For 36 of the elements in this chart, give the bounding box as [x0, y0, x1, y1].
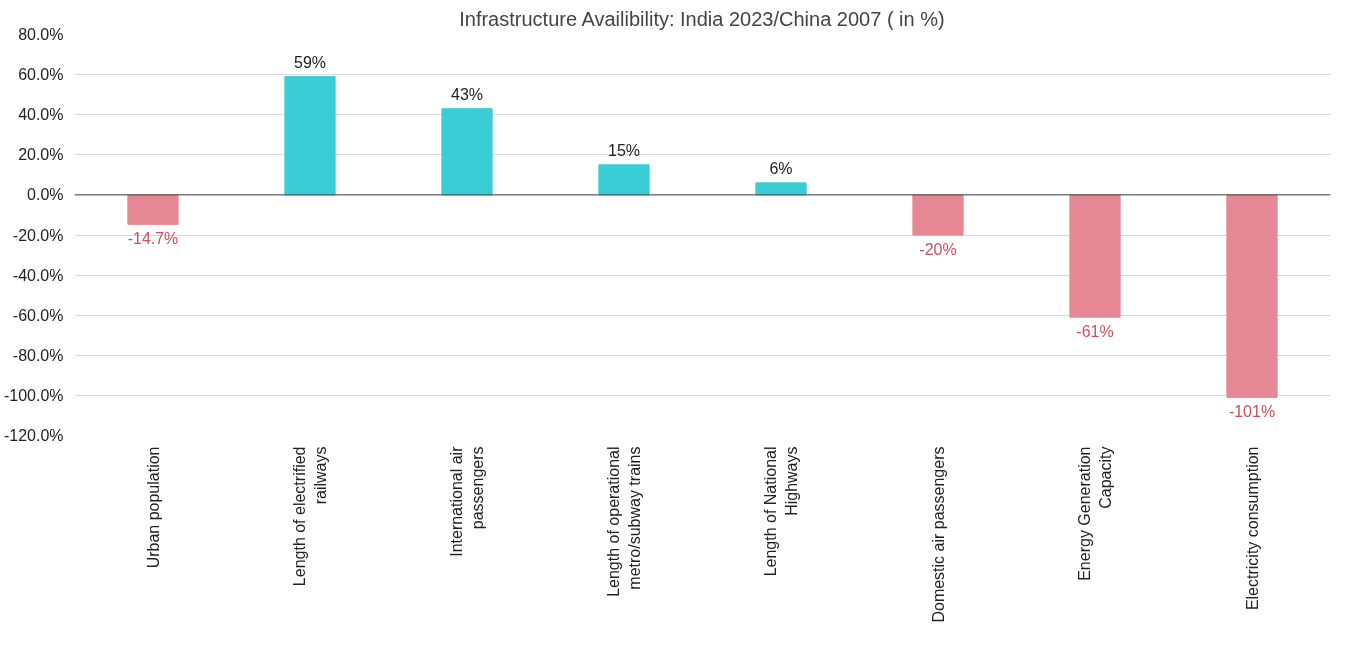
- y-tick-label: -40.0%: [12, 266, 64, 284]
- x-tick-label: Electricity consumption: [1243, 446, 1261, 611]
- bar: [127, 194, 179, 225]
- data-label: -14.7%: [127, 230, 179, 248]
- y-tick-label: -100.0%: [3, 386, 64, 404]
- data-label: 6%: [769, 159, 793, 177]
- data-label: -61%: [1076, 323, 1114, 341]
- data-label: -20%: [919, 241, 957, 258]
- y-tick-label: 0.0%: [27, 186, 64, 204]
- bar: [912, 194, 964, 236]
- y-tick-label: -120.0%: [3, 427, 64, 444]
- data-label: -101%: [1228, 403, 1276, 421]
- bar: [598, 164, 650, 196]
- bar: [1069, 194, 1121, 318]
- data-label: 15%: [607, 141, 641, 159]
- bar: [441, 108, 493, 196]
- y-tick-label: 20.0%: [18, 146, 64, 164]
- y-tick-label: 40.0%: [18, 106, 64, 124]
- bar: [284, 76, 336, 196]
- y-tick-label: -20.0%: [12, 226, 64, 244]
- y-tick-label: -60.0%: [12, 306, 64, 324]
- data-label: 43%: [450, 85, 484, 103]
- chart-title: Infrastructure Availibility: India 2023/China 2007 ( in %): [459, 7, 945, 30]
- x-tick-label: Length of electrified railways: [291, 446, 329, 587]
- x-tick-label: Length of National Highways: [762, 446, 800, 577]
- x-tick-label: Urban population: [144, 446, 162, 569]
- data-label: 59%: [293, 53, 327, 71]
- x-tick-label: Length of operational metro/subway trains: [605, 446, 643, 597]
- bar: [755, 182, 807, 196]
- bar: [1226, 194, 1278, 398]
- y-tick-label: 80.0%: [18, 26, 64, 43]
- x-tick-label: International air passengers: [448, 445, 486, 557]
- y-tick-label: 60.0%: [18, 66, 64, 84]
- x-tick-label: Domestic air passengers: [929, 446, 947, 623]
- x-tick-label: Energy Generation Capacity: [1076, 446, 1114, 581]
- y-tick-label: -80.0%: [12, 346, 64, 364]
